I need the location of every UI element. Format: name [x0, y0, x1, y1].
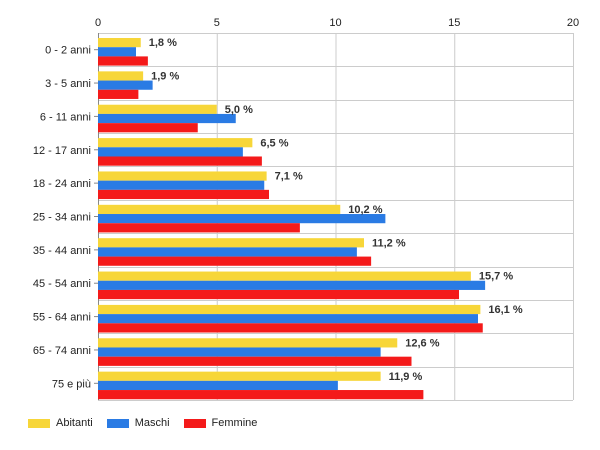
data-label: 10,2 % [348, 204, 382, 216]
bar-femmine [98, 156, 262, 166]
bar-femmine [98, 323, 483, 333]
x-tick-label: 15 [448, 17, 460, 29]
bar-abitanti [98, 304, 481, 315]
bar-maschi [98, 214, 386, 224]
category-label: 0 - 2 anni [45, 45, 91, 57]
bar-abitanti [98, 371, 381, 381]
bar-femmine [98, 189, 269, 200]
bar-femmine [98, 356, 412, 366]
bar-abitanti [98, 238, 364, 248]
category-label: 55 - 64 anni [33, 312, 91, 324]
data-label: 12,6 % [405, 337, 439, 349]
data-label: 11,9 % [389, 371, 423, 383]
legend-item-femmine: Femmine [183, 417, 258, 429]
bar-abitanti [98, 338, 398, 348]
legend-swatch-abitanti [28, 418, 50, 428]
legend-label-maschi: Maschi [134, 417, 170, 429]
category-label: 45 - 54 anni [33, 278, 91, 290]
category-label: 18 - 24 anni [33, 178, 91, 190]
bar-maschi [98, 47, 136, 57]
legend-swatch-femmine [183, 418, 206, 428]
bar-femmine [98, 56, 148, 66]
legend: Abitanti Maschi Femmine [28, 417, 271, 429]
bar-maschi [98, 380, 338, 391]
data-label: 1,9 % [151, 71, 179, 83]
x-tick-label: 5 [214, 17, 220, 29]
bar-abitanti [98, 38, 141, 48]
data-label: 6,5 % [260, 137, 288, 149]
bar-abitanti [98, 271, 471, 281]
x-tick-label: 0 [95, 17, 101, 29]
data-label: 1,8 % [149, 37, 177, 49]
category-label: 6 - 11 anni [40, 111, 91, 123]
bar-femmine [98, 289, 459, 300]
category-label: 35 - 44 anni [33, 245, 91, 257]
bar-maschi [98, 80, 153, 90]
x-tick-label: 20 [567, 17, 579, 29]
data-label: 5,0 % [225, 104, 253, 116]
bar-femmine [98, 89, 139, 99]
category-label: 65 - 74 anni [33, 345, 91, 357]
legend-swatch-maschi [106, 418, 129, 428]
legend-label-abitanti: Abitanti [56, 417, 93, 429]
data-label: 15,7 % [479, 271, 513, 283]
bar-maschi [98, 113, 236, 124]
legend-item-maschi: Maschi [106, 417, 170, 429]
bar-maschi [98, 314, 478, 324]
data-label: 11,2 % [372, 237, 406, 249]
bar-maschi [98, 247, 357, 257]
bar-abitanti [98, 171, 267, 181]
category-label: 75 e più [52, 378, 91, 390]
bar-abitanti [98, 204, 341, 215]
bar-abitanti [98, 104, 217, 114]
bar-femmine [98, 123, 198, 133]
labels: 0 5 10 15 20 0 - 2 anni 3 - 5 anni 6 - 11 anni 1… [33, 17, 579, 390]
bar-abitanti [98, 71, 144, 81]
legend-item-abitanti: Abitanti [28, 417, 93, 429]
data-label: 7,1 % [275, 171, 303, 183]
legend-label-femmine: Femmine [211, 417, 258, 429]
bar-abitanti [98, 138, 253, 148]
bar-femmine [98, 256, 372, 266]
bar-femmine [98, 390, 424, 400]
data-label: 16,1 % [488, 304, 522, 316]
bar-maschi [98, 147, 243, 157]
bars [98, 38, 486, 400]
bar-femmine [98, 223, 300, 233]
category-label: 3 - 5 anni [45, 78, 91, 90]
bar-maschi [98, 180, 265, 190]
bar-maschi [98, 280, 486, 290]
category-label: 12 - 17 anni [33, 145, 91, 157]
x-tick-label: 10 [329, 17, 341, 29]
category-label: 25 - 34 anni [33, 212, 91, 224]
bar-maschi [98, 347, 381, 357]
